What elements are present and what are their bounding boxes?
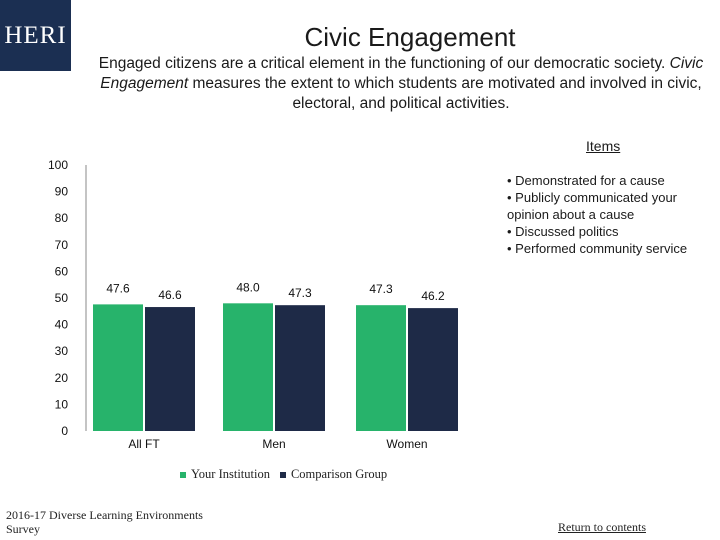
y-tick-label: 20 [55, 371, 69, 385]
data-label: 47.3 [369, 282, 393, 296]
items-link[interactable]: Items [586, 138, 621, 154]
bar-comparison-group [145, 307, 195, 431]
items-list-item: • Publicly communicated your opinion abo… [507, 190, 678, 222]
legend-swatch-your-institution [180, 471, 186, 478]
y-tick-label: 10 [55, 397, 69, 411]
y-tick-label: 30 [55, 344, 69, 358]
logo-text: HERI [4, 21, 67, 49]
data-label: 46.6 [158, 288, 182, 302]
data-label: 46.2 [421, 289, 445, 303]
y-tick-label: 60 [55, 264, 69, 278]
bar-your-institution [356, 305, 406, 431]
page-title: Civic Engagement [304, 22, 516, 52]
legend-item-your-institution: Your Institution [180, 467, 270, 482]
bar-your-institution [223, 303, 273, 431]
y-tick-label: 100 [48, 158, 68, 172]
data-label: 47.6 [106, 281, 130, 295]
items-list: • Demonstrated for a cause • Publicly co… [507, 172, 707, 257]
chart-legend: Your Institution Comparison Group [180, 467, 397, 482]
items-list-item: • Demonstrated for a cause [507, 173, 665, 188]
legend-swatch-comparison-group [279, 471, 286, 478]
x-category-label: Women [386, 437, 427, 451]
y-tick-label: 50 [55, 291, 69, 305]
items-list-item: • Performed community service [507, 241, 688, 256]
x-category-label: All FT [128, 437, 160, 451]
x-category-label: Men [262, 437, 285, 451]
data-label: 48.0 [236, 280, 260, 294]
legend-label-your-institution: Your Institution [191, 467, 270, 481]
heri-logo: HERI [0, 0, 71, 71]
y-tick-label: 90 [55, 185, 69, 199]
bar-your-institution [93, 304, 143, 431]
y-tick-label: 40 [55, 318, 69, 332]
y-tick-label: 70 [55, 238, 69, 252]
bar-comparison-group [408, 308, 458, 431]
items-list-item: • Discussed politics [507, 224, 619, 239]
legend-item-comparison-group: Comparison Group [279, 467, 388, 482]
y-tick-label: 80 [55, 211, 69, 225]
footer-source: 2016-17 Diverse Learning Environments Su… [6, 508, 203, 536]
bar-chart: 0 10 20 30 40 50 60 70 80 90 100 47.6 46.6 All FT 48.0… [48, 158, 458, 451]
y-tick-label: 0 [61, 424, 68, 438]
description-rest: measures the extent to which students ar… [192, 75, 702, 112]
return-to-contents-link[interactable]: Return to contents [558, 520, 646, 534]
description-emphasis: Civic Engagement [100, 55, 704, 92]
legend-label-comparison-group: Comparison Group [290, 467, 388, 481]
page-description: Engaged citizens are a critical element … [86, 54, 716, 114]
description-intro: Engaged citizens are a critical element … [98, 55, 666, 72]
data-label: 47.3 [288, 286, 312, 300]
bar-comparison-group [275, 305, 325, 431]
